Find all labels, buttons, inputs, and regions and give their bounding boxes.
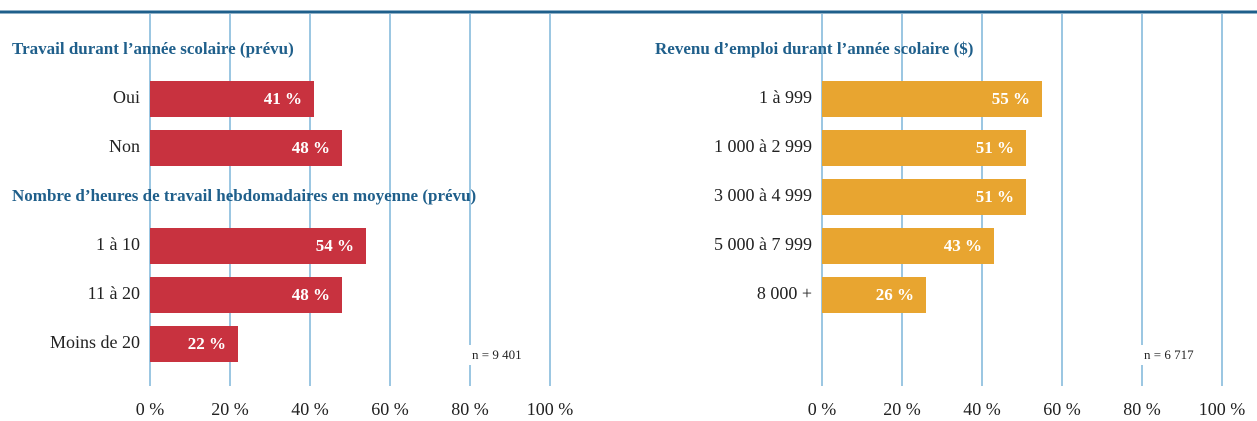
bar — [150, 130, 342, 166]
value-label: 48 % — [292, 138, 330, 157]
bar — [150, 228, 366, 264]
x-tick-label: 80 % — [1123, 399, 1161, 419]
bar — [150, 81, 314, 117]
note-bg — [1141, 345, 1217, 365]
category-label: 3 000 à 4 999 — [714, 185, 812, 205]
value-label: 41 % — [264, 89, 302, 108]
value-label: 51 % — [976, 187, 1014, 206]
category-label: Non — [109, 136, 140, 156]
bar — [822, 130, 1026, 166]
value-label: 26 % — [876, 285, 914, 304]
category-label: Oui — [113, 87, 140, 107]
x-tick-label: 0 % — [136, 399, 165, 419]
bar — [822, 228, 994, 264]
x-tick-label: 20 % — [211, 399, 249, 419]
value-label: 54 % — [316, 236, 354, 255]
value-label: 51 % — [976, 138, 1014, 157]
value-label: 48 % — [292, 285, 330, 304]
bar — [150, 277, 342, 313]
x-tick-label: 20 % — [883, 399, 921, 419]
x-tick-label: 80 % — [451, 399, 489, 419]
x-tick-label: 40 % — [963, 399, 1001, 419]
category-label: Moins de 20 — [50, 332, 140, 352]
x-tick-label: 100 % — [527, 399, 574, 419]
category-label: 1 000 à 2 999 — [714, 136, 812, 156]
note: n = 6 717 — [1144, 347, 1194, 362]
section-title: Nombre d’heures de travail hebdomadaires… — [12, 186, 476, 205]
bar — [822, 277, 926, 313]
bar — [150, 326, 238, 362]
x-tick-label: 40 % — [291, 399, 329, 419]
x-tick-label: 60 % — [1043, 399, 1081, 419]
bar — [822, 179, 1026, 215]
x-tick-label: 0 % — [808, 399, 837, 419]
category-label: 8 000 + — [757, 283, 812, 303]
category-label: 5 000 à 7 999 — [714, 234, 812, 254]
category-label: 11 à 20 — [88, 283, 140, 303]
section-title: Travail durant l’année scolaire (prévu) — [12, 39, 294, 58]
note: n = 9 401 — [472, 347, 522, 362]
value-label: 55 % — [992, 89, 1030, 108]
x-tick-label: 60 % — [371, 399, 409, 419]
category-label: 1 à 10 — [96, 234, 140, 254]
bar — [822, 81, 1042, 117]
category-label: 1 à 999 — [759, 87, 812, 107]
x-tick-label: 100 % — [1199, 399, 1246, 419]
section-title: Revenu d’emploi durant l’année scolaire … — [655, 39, 973, 58]
note-bg — [469, 345, 545, 365]
value-label: 22 % — [188, 334, 226, 353]
value-label: 43 % — [944, 236, 982, 255]
